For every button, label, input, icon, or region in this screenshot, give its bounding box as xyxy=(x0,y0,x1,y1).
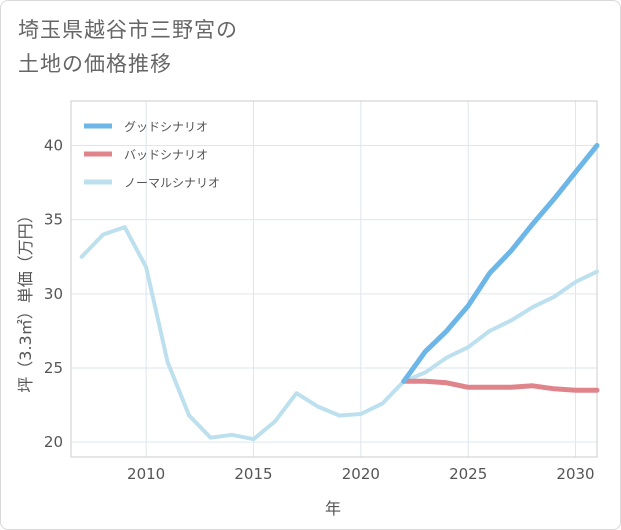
chart-title: 埼玉県越谷市三野宮の 土地の価格推移 xyxy=(18,13,238,81)
y-tick-label: 40 xyxy=(44,137,63,155)
y-tick-label: 30 xyxy=(44,285,63,303)
x-axis-label: 年 xyxy=(325,499,341,518)
chart-title-line-1: 埼玉県越谷市三野宮の xyxy=(18,18,238,42)
y-tick-label: 25 xyxy=(44,359,63,377)
chart-title-line-2: 土地の価格推移 xyxy=(18,52,172,76)
legend-label-2: ノーマルシナリオ xyxy=(124,176,220,190)
series-line-0 xyxy=(401,143,600,384)
x-tick-label: 2025 xyxy=(449,465,487,483)
y-tick-label: 20 xyxy=(44,433,63,451)
x-tick-label: 2015 xyxy=(234,465,272,483)
x-tick-label: 2030 xyxy=(556,465,594,483)
series-line-1 xyxy=(401,378,600,393)
x-tick-label: 2020 xyxy=(342,465,380,483)
series-line-2 xyxy=(79,225,599,442)
legend-label-1: バッドシナリオ xyxy=(124,148,208,162)
series-lines xyxy=(79,143,600,442)
plot-area xyxy=(70,100,598,458)
gridlines xyxy=(71,101,597,457)
y-axis-ticks: 20 25 30 35 40 xyxy=(44,137,63,452)
x-axis-ticks: 2010 2015 2020 2025 2030 xyxy=(127,465,595,483)
y-tick-label: 35 xyxy=(44,211,63,229)
y-axis-label: 坪（3.3㎡）単価（万円） xyxy=(16,207,35,392)
x-tick-label: 2010 xyxy=(127,465,165,483)
legend-label-0: グッドシナリオ xyxy=(124,120,208,134)
